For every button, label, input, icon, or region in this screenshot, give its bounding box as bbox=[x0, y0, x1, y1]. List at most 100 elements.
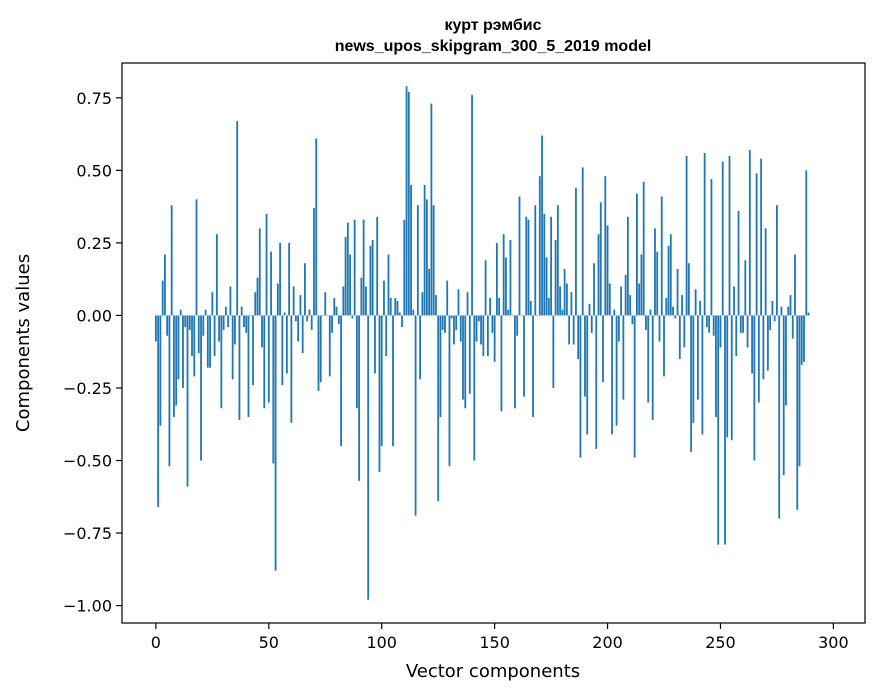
bar-22 bbox=[204, 309, 207, 316]
bar-147 bbox=[486, 315, 489, 357]
bar-62 bbox=[294, 315, 297, 322]
bar-32 bbox=[227, 315, 230, 328]
bar-88 bbox=[353, 219, 356, 316]
bar-194 bbox=[593, 263, 595, 316]
bar-245 bbox=[708, 315, 711, 333]
bar-237 bbox=[690, 315, 693, 452]
bar-3 bbox=[161, 280, 164, 316]
bar-275 bbox=[776, 205, 778, 316]
bar-54 bbox=[276, 283, 279, 316]
bar-122 bbox=[430, 103, 433, 316]
bar-138 bbox=[466, 292, 469, 316]
bar-169 bbox=[536, 315, 539, 316]
bar-200 bbox=[606, 225, 609, 316]
plot-frame bbox=[121, 62, 866, 624]
bar-276 bbox=[778, 315, 781, 519]
bar-79 bbox=[333, 298, 336, 316]
bar-240 bbox=[696, 315, 699, 400]
bar-219 bbox=[649, 309, 652, 316]
bar-86 bbox=[349, 254, 351, 316]
bar-154 bbox=[502, 234, 505, 316]
bar-24 bbox=[209, 315, 211, 368]
bar-143 bbox=[477, 315, 480, 322]
bar-136 bbox=[462, 315, 464, 400]
bar-9 bbox=[175, 315, 178, 406]
bar-83 bbox=[342, 286, 345, 316]
bar-254 bbox=[728, 155, 731, 316]
bar-160 bbox=[516, 315, 519, 336]
bar-287 bbox=[803, 315, 805, 362]
bar-231 bbox=[676, 269, 679, 316]
bar-8 bbox=[173, 315, 175, 417]
bar-129 bbox=[446, 280, 449, 316]
bar-181 bbox=[563, 269, 566, 316]
bar-228 bbox=[669, 234, 672, 316]
bar-47 bbox=[261, 315, 263, 348]
bar-279 bbox=[785, 315, 787, 406]
chart-title-line1: курт рэмбис bbox=[445, 17, 542, 34]
bar-236 bbox=[687, 263, 690, 316]
bar-182 bbox=[565, 283, 568, 316]
bar-284 bbox=[796, 315, 799, 510]
y-tick-label: −1.00 bbox=[63, 597, 112, 616]
bar-285 bbox=[798, 315, 801, 467]
bar-185 bbox=[572, 315, 575, 345]
bar-271 bbox=[766, 315, 769, 371]
bar-10 bbox=[177, 315, 180, 380]
bar-85 bbox=[346, 222, 349, 316]
bar-248 bbox=[715, 315, 717, 417]
bar-247 bbox=[712, 315, 715, 336]
bar-60 bbox=[290, 315, 293, 423]
bar-52 bbox=[272, 315, 275, 464]
y-tick-label: −0.75 bbox=[63, 524, 112, 543]
bar-63 bbox=[297, 315, 300, 342]
x-tick-label: 150 bbox=[479, 633, 510, 652]
bar-58 bbox=[285, 315, 288, 374]
y-tick-label: 0.50 bbox=[76, 161, 112, 180]
bar-281 bbox=[789, 295, 792, 316]
bar-23 bbox=[206, 315, 209, 368]
bar-14 bbox=[186, 315, 189, 487]
bar-224 bbox=[660, 196, 663, 316]
bar-11 bbox=[179, 309, 182, 316]
bar-111 bbox=[405, 86, 408, 316]
bar-43 bbox=[252, 315, 254, 386]
bar-0 bbox=[154, 315, 157, 342]
bar-227 bbox=[667, 245, 670, 316]
bar-12 bbox=[182, 315, 184, 388]
bar-207 bbox=[622, 315, 625, 400]
x-tick-label: 300 bbox=[818, 633, 849, 652]
bar-196 bbox=[597, 234, 600, 316]
bar-115 bbox=[414, 315, 417, 516]
bar-165 bbox=[527, 219, 530, 316]
bar-92 bbox=[362, 219, 365, 316]
bar-267 bbox=[757, 315, 760, 403]
bar-174 bbox=[547, 298, 550, 316]
bar-171 bbox=[541, 135, 543, 316]
bar-262 bbox=[746, 315, 749, 348]
x-tick-label: 250 bbox=[705, 633, 736, 652]
bar-210 bbox=[629, 295, 632, 316]
bar-93 bbox=[365, 286, 367, 316]
bar-266 bbox=[755, 173, 758, 316]
bar-282 bbox=[791, 315, 794, 339]
bar-107 bbox=[396, 300, 399, 316]
bar-203 bbox=[613, 309, 616, 316]
bar-202 bbox=[611, 315, 613, 435]
bar-244 bbox=[706, 315, 708, 328]
bar-59 bbox=[288, 242, 291, 316]
bar-268 bbox=[760, 158, 763, 316]
bar-126 bbox=[439, 315, 442, 417]
y-tick-label: 0.25 bbox=[76, 234, 112, 253]
bar-190 bbox=[584, 315, 586, 397]
bar-28 bbox=[218, 315, 221, 342]
bar-179 bbox=[559, 286, 562, 316]
bar-205 bbox=[617, 315, 620, 342]
bar-158 bbox=[511, 315, 514, 316]
bar-208 bbox=[624, 274, 627, 316]
bar-259 bbox=[739, 315, 742, 333]
bar-139 bbox=[468, 315, 471, 394]
bar-135 bbox=[459, 315, 462, 342]
bar-201 bbox=[608, 283, 611, 316]
